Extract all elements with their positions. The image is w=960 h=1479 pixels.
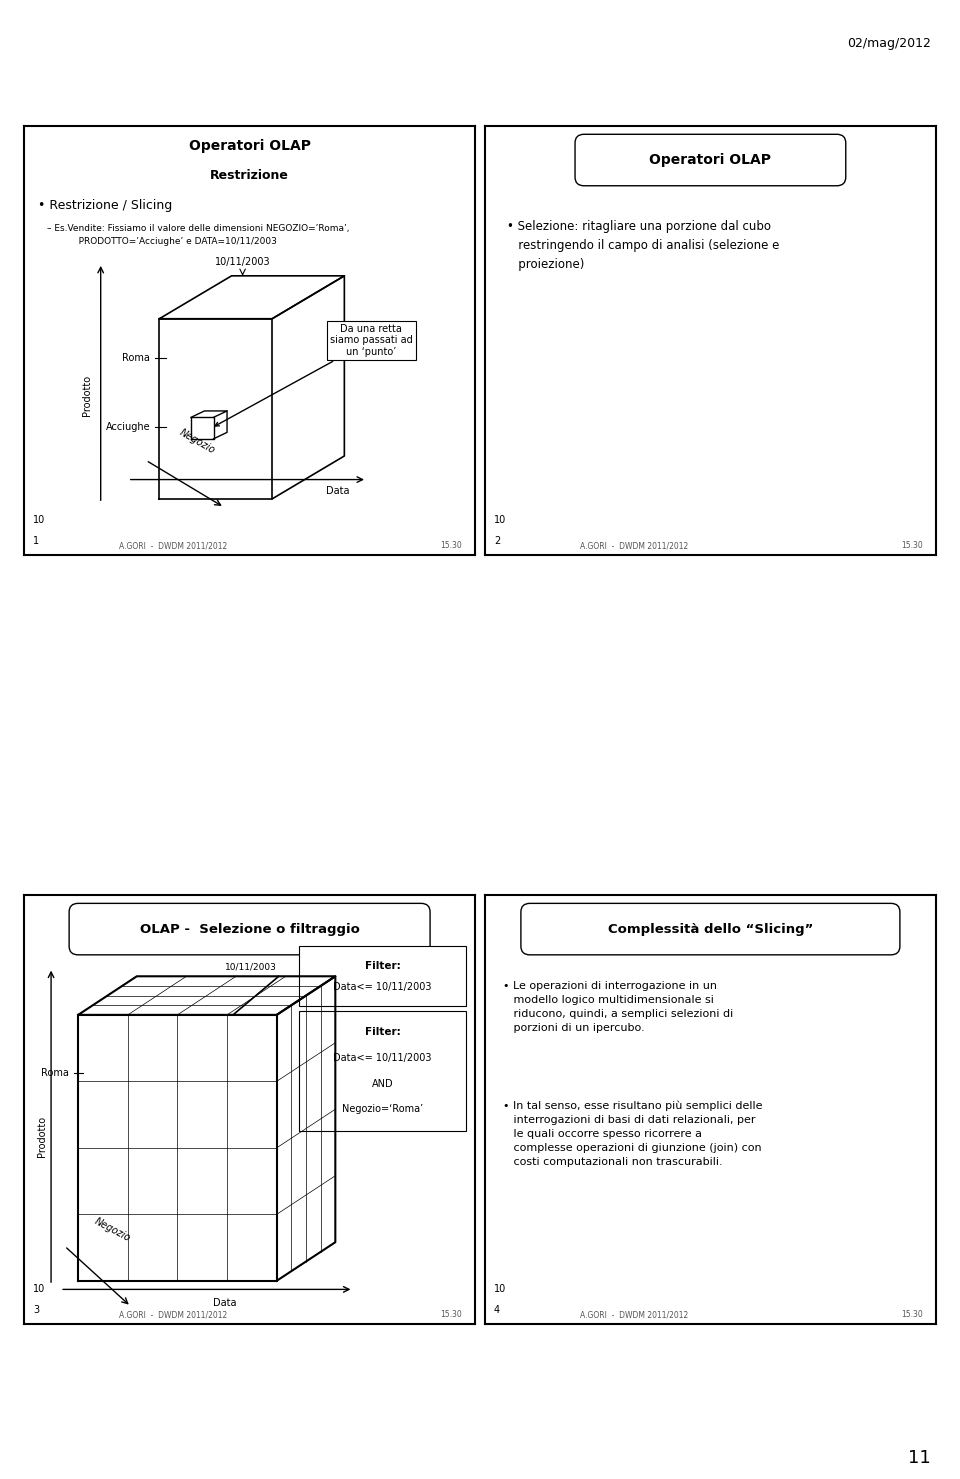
FancyBboxPatch shape bbox=[575, 135, 846, 186]
Text: • In tal senso, esse risultano più semplici delle
   interrogazioni di basi di d: • In tal senso, esse risultano più sempl… bbox=[503, 1100, 762, 1167]
Text: 10/11/2003: 10/11/2003 bbox=[215, 257, 271, 268]
Text: Data: Data bbox=[213, 1299, 236, 1307]
Text: 15.30: 15.30 bbox=[440, 541, 462, 550]
Text: 2: 2 bbox=[493, 535, 500, 546]
Text: 10: 10 bbox=[33, 515, 45, 525]
Text: – Es.Vendite: Fissiamo il valore delle dimensioni NEGOZIO=’Roma’,
           PRO: – Es.Vendite: Fissiamo il valore delle d… bbox=[46, 225, 349, 246]
Text: 10: 10 bbox=[493, 1284, 506, 1294]
Text: Prodotto: Prodotto bbox=[83, 376, 92, 417]
Text: 10/11/2003: 10/11/2003 bbox=[225, 963, 276, 972]
FancyBboxPatch shape bbox=[521, 904, 900, 955]
Text: 10: 10 bbox=[33, 1284, 45, 1294]
Text: Roma: Roma bbox=[41, 1068, 69, 1078]
Text: A.GORI  -  DWDM 2011/2012: A.GORI - DWDM 2011/2012 bbox=[580, 1310, 687, 1319]
Text: Negozio: Negozio bbox=[178, 427, 217, 456]
Text: Operatori OLAP: Operatori OLAP bbox=[649, 152, 772, 167]
Text: Data: Data bbox=[326, 487, 349, 495]
Text: Filter:: Filter: bbox=[365, 1026, 400, 1037]
Text: Da una retta
siamo passati ad
un ‘punto’: Da una retta siamo passati ad un ‘punto’ bbox=[215, 324, 413, 426]
Text: Acciughe: Acciughe bbox=[106, 422, 151, 432]
Text: 15.30: 15.30 bbox=[440, 1310, 462, 1319]
Text: Complessità dello “Slicing”: Complessità dello “Slicing” bbox=[608, 923, 813, 936]
Text: Operatori OLAP: Operatori OLAP bbox=[188, 139, 311, 152]
Text: 1: 1 bbox=[33, 535, 39, 546]
Text: 10: 10 bbox=[493, 515, 506, 525]
Text: • Restrizione / Slicing: • Restrizione / Slicing bbox=[37, 198, 172, 211]
Text: Filter:: Filter: bbox=[365, 960, 400, 970]
Text: Restrizione: Restrizione bbox=[210, 169, 289, 182]
Text: 02/mag/2012: 02/mag/2012 bbox=[848, 37, 931, 50]
Text: 3: 3 bbox=[33, 1304, 39, 1315]
Text: A.GORI  -  DWDM 2011/2012: A.GORI - DWDM 2011/2012 bbox=[580, 541, 687, 550]
Text: • Le operazioni di interrogazione in un
   modello logico multidimensionale si
 : • Le operazioni di interrogazione in un … bbox=[503, 981, 733, 1032]
Text: AND: AND bbox=[372, 1078, 394, 1089]
Text: Data<= 10/11/2003: Data<= 10/11/2003 bbox=[333, 1053, 432, 1063]
FancyBboxPatch shape bbox=[300, 947, 467, 1006]
Text: Negozio=‘Roma’: Negozio=‘Roma’ bbox=[342, 1105, 423, 1114]
Text: • Selezione: ritagliare una porzione dal cubo
   restringendo il campo di analis: • Selezione: ritagliare una porzione dal… bbox=[507, 220, 780, 271]
Text: OLAP -  Selezione o filtraggio: OLAP - Selezione o filtraggio bbox=[139, 923, 360, 936]
Text: Prodotto: Prodotto bbox=[37, 1115, 47, 1157]
Text: 4: 4 bbox=[493, 1304, 500, 1315]
FancyBboxPatch shape bbox=[300, 1010, 467, 1130]
Text: 11: 11 bbox=[908, 1449, 931, 1467]
Text: 15.30: 15.30 bbox=[900, 1310, 923, 1319]
Text: A.GORI  -  DWDM 2011/2012: A.GORI - DWDM 2011/2012 bbox=[119, 541, 227, 550]
Text: Roma: Roma bbox=[123, 353, 151, 364]
Text: Negozio: Negozio bbox=[93, 1217, 132, 1244]
Text: A.GORI  -  DWDM 2011/2012: A.GORI - DWDM 2011/2012 bbox=[119, 1310, 227, 1319]
Text: 15.30: 15.30 bbox=[900, 541, 923, 550]
Text: Data<= 10/11/2003: Data<= 10/11/2003 bbox=[333, 982, 432, 992]
FancyBboxPatch shape bbox=[69, 904, 430, 955]
